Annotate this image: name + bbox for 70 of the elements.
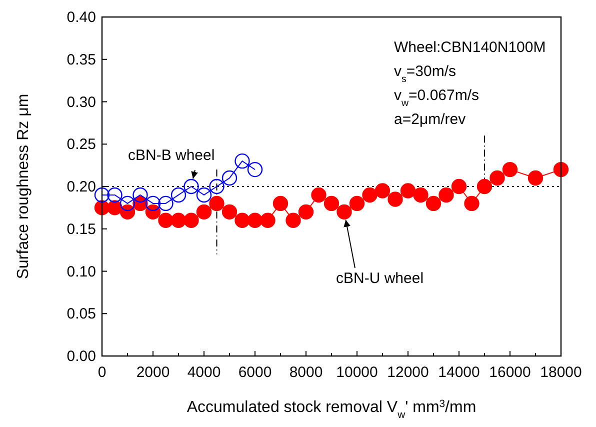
x-tick-label: 16000 xyxy=(489,364,531,381)
point xyxy=(234,212,250,228)
point xyxy=(464,196,480,212)
point xyxy=(502,162,518,178)
point xyxy=(196,204,212,220)
point xyxy=(145,196,161,212)
annotation: Wheel:CBN140N100M xyxy=(394,39,546,56)
point xyxy=(120,196,136,212)
point xyxy=(374,183,390,198)
y-tick-label: 0.00 xyxy=(66,348,96,365)
y-tick-label: 0.40 xyxy=(66,9,96,26)
point xyxy=(349,196,365,212)
y-tick-label: 0.10 xyxy=(66,263,96,280)
point xyxy=(362,187,378,203)
point xyxy=(107,187,122,203)
point xyxy=(158,196,174,212)
x-tick-label: 8000 xyxy=(289,364,323,381)
x-tick-label: 14000 xyxy=(438,364,480,381)
point xyxy=(170,187,186,203)
point xyxy=(234,153,250,169)
point xyxy=(400,183,416,198)
x-tick-label: 10000 xyxy=(336,364,378,381)
annotation: cBN-U wheel xyxy=(336,270,424,287)
point xyxy=(247,162,263,178)
x-tick-label: 12000 xyxy=(387,364,429,381)
point xyxy=(132,187,148,203)
point xyxy=(553,162,569,178)
y-tick-label: 0.05 xyxy=(66,306,96,323)
point xyxy=(476,178,492,194)
point xyxy=(184,212,199,228)
x-tick-label: 6000 xyxy=(238,364,272,381)
point xyxy=(298,204,314,220)
annotation: v$_{s}$=30m/s xyxy=(394,63,456,84)
point xyxy=(286,212,301,228)
y-tick-label: 0.25 xyxy=(66,136,96,154)
annotation: cBN-B wheel xyxy=(128,147,215,164)
point xyxy=(324,196,340,212)
y-axis-title: Surface roughness Rz μm xyxy=(15,94,32,280)
point xyxy=(426,196,442,212)
point xyxy=(451,178,467,194)
point xyxy=(413,187,428,203)
point xyxy=(490,170,505,186)
point xyxy=(260,212,276,228)
point xyxy=(438,187,454,203)
y-tick-label: 0.15 xyxy=(66,220,96,238)
y-tick-label: 0.20 xyxy=(66,178,96,196)
x-tick-label: 18000 xyxy=(540,364,582,381)
point xyxy=(170,212,186,228)
x-tick-label: 2000 xyxy=(136,364,170,381)
annotation: a=2μm/rev xyxy=(394,111,466,128)
point xyxy=(184,178,199,194)
point xyxy=(336,204,352,220)
x-tick-label: 4000 xyxy=(187,364,221,381)
point xyxy=(209,196,224,212)
point xyxy=(209,178,224,194)
y-tick-label: 0.35 xyxy=(66,51,96,68)
point xyxy=(158,212,174,228)
point xyxy=(388,192,403,207)
point xyxy=(222,170,238,186)
y-tick-label: 0.30 xyxy=(66,94,96,111)
annotation: v$_{w}$=0.067m/s xyxy=(394,87,480,108)
point xyxy=(196,187,212,203)
point xyxy=(528,170,544,186)
x-axis-title: Accumulated stock removal V$_{w}$' mm$^{3}$/mm xyxy=(186,398,476,420)
x-tick-label: 0 xyxy=(98,364,106,381)
point xyxy=(94,187,110,203)
point xyxy=(272,196,288,212)
point xyxy=(222,204,238,220)
point xyxy=(247,212,263,228)
point xyxy=(311,187,326,203)
